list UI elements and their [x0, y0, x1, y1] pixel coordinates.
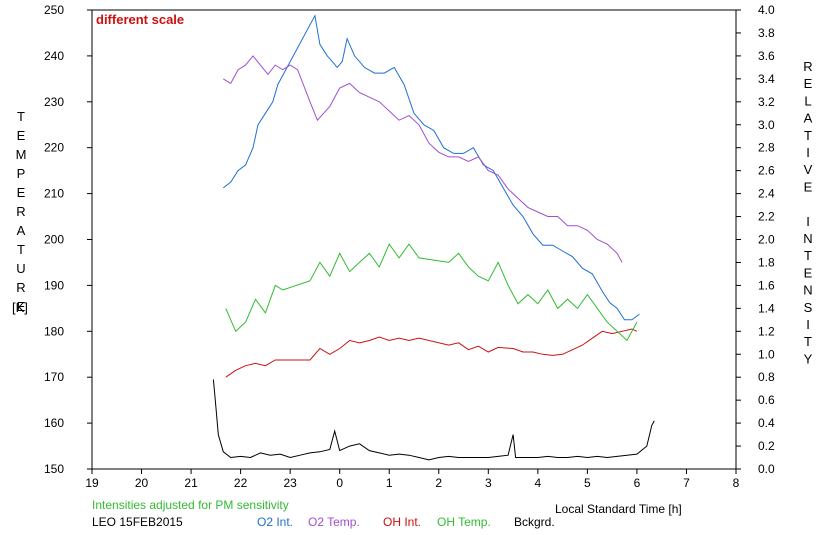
x-axis: 19 20 21 22 23 0 1 2 3 4 5 6 7 8	[85, 469, 740, 490]
y-right-tick-label: 2.4	[758, 187, 775, 201]
scale-annotation: different scale	[96, 12, 184, 27]
y-right-tick-label: 1.8	[758, 255, 775, 269]
axis-title-letter: E	[17, 128, 26, 143]
series-oh-int	[225, 328, 638, 378]
station-date: LEO 15FEB2015	[92, 515, 183, 529]
axis-title-letter: I	[806, 317, 810, 332]
axis-title-letter: P	[17, 166, 26, 181]
x-tick-label: 5	[584, 476, 591, 490]
series-o2-temp	[223, 55, 623, 263]
series-layer	[212, 14, 655, 461]
x-tick-label: 21	[184, 476, 198, 490]
x-tick-label: 6	[634, 476, 641, 490]
axis-title-letter: E	[17, 299, 26, 314]
y-right-tick-label: 0.2	[758, 439, 775, 453]
legend-item: Bckgrd.	[514, 515, 555, 529]
axis-title-letter: T	[804, 248, 812, 263]
axis-title-letter: R	[16, 204, 25, 219]
axis-title-letter: U	[16, 261, 25, 276]
y-right-tick-label: 2.0	[758, 233, 775, 247]
axis-title-letter: E	[804, 265, 813, 280]
y-left-tick-label: 180	[44, 324, 64, 338]
y-right-tick-label: 4.0	[758, 3, 775, 17]
y-right-tick-label: 3.2	[758, 95, 775, 109]
x-tick-label: 23	[283, 476, 297, 490]
axis-title-letter: T	[804, 334, 812, 349]
axis-title-letter: S	[804, 300, 813, 315]
axis-title-letter: Y	[804, 351, 813, 366]
y-right-tick-label: 2.2	[758, 210, 775, 224]
x-tick-label: 1	[386, 476, 393, 490]
y-right-tick-label: 0.4	[758, 416, 775, 430]
pm-sensitivity-note: Intensities adjusted for PM sensitivity	[92, 498, 289, 512]
y-right-tick-label: 3.0	[758, 118, 775, 132]
axis-title-letter: E	[804, 179, 813, 194]
axis-title-letter: I	[806, 214, 810, 229]
axis-title-letter: E	[804, 76, 813, 91]
axis-title-letter: T	[804, 128, 812, 143]
x-tick-label: 22	[234, 476, 248, 490]
y-left-tick-label: 170	[44, 370, 64, 384]
axis-title-letter: L	[804, 93, 811, 108]
y-left-tick-label: 150	[44, 462, 64, 476]
x-tick-label: 0	[336, 476, 343, 490]
axis-title-letter: I	[806, 145, 810, 160]
legend-item: O2 Int.	[257, 515, 293, 529]
series-bckgrd	[212, 379, 655, 461]
legend-item: OH Temp.	[437, 515, 491, 529]
y-axis-left: 150 160 170 180 190 200 210 220 230 240 250	[44, 3, 92, 476]
y-left-tick-label: 210	[44, 187, 64, 201]
y-right-tick-label: 2.8	[758, 141, 775, 155]
y-left-tick-label: 240	[44, 49, 64, 63]
axis-title-letter: T	[17, 109, 25, 124]
y-left-tick-label: 230	[44, 95, 64, 109]
x-tick-label: 3	[485, 476, 492, 490]
series-oh-temp	[225, 243, 638, 342]
x-tick-label: 4	[535, 476, 542, 490]
legend-item: OH Int.	[383, 515, 421, 529]
y-right-tick-label: 3.4	[758, 72, 775, 86]
x-tick-label: 2	[435, 476, 442, 490]
y-right-tick-label: 1.0	[758, 347, 775, 361]
y-right-tick-label: 3.6	[758, 49, 775, 63]
x-tick-label: 19	[85, 476, 99, 490]
y-right-tick-label: 3.8	[758, 26, 775, 40]
y-right-tick-label: 0.6	[758, 393, 775, 407]
y-right-tick-label: 0.8	[758, 370, 775, 384]
y-right-tick-label: 1.2	[758, 324, 775, 338]
y-axis-left-unit: [K]	[12, 300, 28, 315]
y-right-tick-label: 1.6	[758, 278, 775, 292]
legend-item: O2 Temp.	[308, 515, 360, 529]
axis-title-letter: R	[803, 59, 812, 74]
axis-title-letter: M	[16, 147, 27, 162]
y-axis-right: 0.0 0.2 0.4 0.6 0.8 1.0 1.2 1.4 1.6 1.8 2.0 2.2 2.4 2…	[736, 3, 775, 476]
legend: O2 Int. O2 Temp. OH Int. OH Temp. Bckgrd.	[257, 515, 555, 529]
y-left-tick-label: 250	[44, 3, 64, 17]
x-axis-title: Local Standard Time [h]	[555, 502, 682, 516]
axis-title-letter: T	[17, 242, 25, 257]
y-right-tick-label: 2.6	[758, 164, 775, 178]
axis-title-letter: R	[16, 280, 25, 295]
y-left-tick-label: 190	[44, 278, 64, 292]
y-right-tick-label: 1.4	[758, 301, 775, 315]
y-left-tick-label: 220	[44, 141, 64, 155]
x-tick-label: 20	[135, 476, 149, 490]
x-tick-label: 8	[733, 476, 740, 490]
axis-title-letter: A	[17, 223, 26, 238]
axis-title-letter: E	[17, 185, 26, 200]
x-tick-label: 7	[683, 476, 690, 490]
y-left-tick-label: 160	[44, 416, 64, 430]
y-right-tick-label: 0.0	[758, 462, 775, 476]
plot-area	[91, 9, 737, 470]
axis-title-letter: N	[803, 283, 812, 298]
axis-title-letter: A	[804, 111, 813, 126]
axis-title-letter: N	[803, 231, 812, 246]
axis-title-letter: V	[804, 162, 813, 177]
y-left-tick-label: 200	[44, 233, 64, 247]
series-o2-int	[222, 14, 640, 321]
